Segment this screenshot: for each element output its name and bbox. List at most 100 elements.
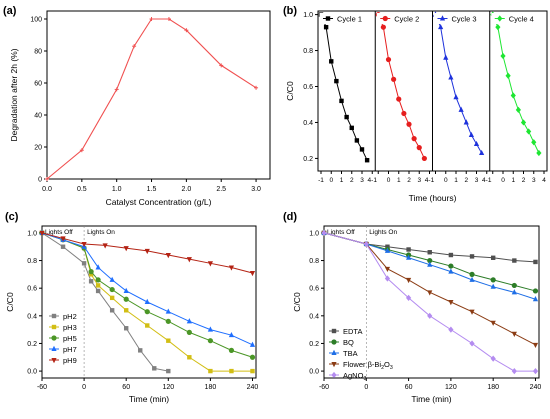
y-axis-label: C/C0 <box>285 81 295 101</box>
data-point <box>490 283 496 289</box>
data-point <box>138 348 143 353</box>
x-axis-label: Time (hours) <box>409 193 457 203</box>
y-tick-label: 0.2 <box>309 341 319 348</box>
legend-label: Cycle 1 <box>337 15 362 24</box>
y-tick-label: 1.0 <box>303 12 313 19</box>
data-point <box>102 243 108 249</box>
legend-marker <box>51 358 57 364</box>
y-tick-label: 0.0 <box>27 369 37 376</box>
legend-label: Flower β-Bi2O3 <box>343 360 393 371</box>
data-point <box>427 250 432 255</box>
y-tick-label: 0.4 <box>309 313 319 320</box>
y-tick-label: 100 <box>30 17 42 24</box>
data-point <box>95 277 101 283</box>
data-point <box>165 253 171 259</box>
plot-frame <box>323 225 540 379</box>
data-point <box>411 136 417 142</box>
data-point <box>396 96 402 102</box>
x-tick-label: 0.0 <box>42 186 52 193</box>
y-tick-label: 0.6 <box>309 286 319 293</box>
legend-label: pH3 <box>63 323 77 332</box>
data-point <box>512 258 517 263</box>
data-point <box>448 252 454 258</box>
y-tick-label: 80 <box>34 49 42 56</box>
data-point <box>520 119 527 126</box>
data-point <box>359 147 365 152</box>
x-tick-label: 4 <box>542 177 546 184</box>
y-axis-label: C/C0 <box>292 292 302 312</box>
data-point <box>469 340 475 347</box>
data-point <box>329 59 334 64</box>
data-point <box>490 277 496 283</box>
legend-box <box>319 13 374 24</box>
data-point <box>88 272 94 277</box>
x-tick-label: 0 <box>387 177 391 184</box>
legend-marker <box>325 16 331 21</box>
y-tick-label: 0.8 <box>27 258 37 265</box>
data-point <box>354 138 360 143</box>
panel-label: (d) <box>283 211 297 223</box>
data-point <box>401 110 407 117</box>
data-point <box>448 74 454 80</box>
data-point <box>427 261 433 267</box>
series-line <box>377 14 425 159</box>
data-point <box>526 128 532 135</box>
data-point <box>81 261 87 266</box>
data-point <box>500 52 506 60</box>
legend-marker <box>439 15 446 21</box>
legend-label: Cycle 2 <box>394 15 419 24</box>
x-tick-label: 60 <box>405 384 413 391</box>
x-tick-label: -60 <box>319 384 329 391</box>
data-point <box>453 94 459 100</box>
data-point <box>144 298 150 304</box>
x-tick-label: -60 <box>37 384 47 391</box>
data-point <box>438 23 444 30</box>
y-tick-label: 0.8 <box>309 258 319 265</box>
data-point <box>123 287 129 293</box>
y-tick-label: 60 <box>34 81 42 88</box>
y-tick-label: 0.6 <box>303 84 313 91</box>
data-point <box>364 158 370 163</box>
data-point <box>511 367 517 375</box>
data-point <box>339 98 344 104</box>
annotation-lights-on: Lights On <box>87 229 115 236</box>
data-point <box>321 229 327 237</box>
x-tick-label: 0.5 <box>77 186 87 193</box>
data-point <box>427 290 433 296</box>
data-point <box>511 331 517 337</box>
series-line <box>41 232 169 372</box>
data-point <box>469 271 475 277</box>
x-tick-label: 0 <box>82 384 86 391</box>
data-point <box>349 125 354 131</box>
data-point <box>448 268 454 274</box>
legend-marker <box>51 335 57 341</box>
x-tick-label: 240 <box>530 384 542 391</box>
x-tick-label: 180 <box>205 384 217 391</box>
data-point <box>249 354 256 360</box>
data-point <box>406 247 411 252</box>
x-tick-label: 1.5 <box>147 186 157 193</box>
data-point <box>166 368 171 374</box>
data-point <box>60 244 66 249</box>
annotation-lights-on: Lights On <box>369 229 397 236</box>
y-tick-label: 0.4 <box>27 313 37 320</box>
legend-marker <box>331 362 337 368</box>
x-tick-label: 0 <box>364 384 368 391</box>
legend-box <box>491 13 546 24</box>
data-point <box>490 255 496 260</box>
legend-label: pH7 <box>63 345 77 354</box>
y-tick-label: 0.2 <box>303 156 313 163</box>
data-point <box>405 254 412 260</box>
series-line <box>320 14 368 161</box>
plot-frame <box>41 225 257 379</box>
data-point <box>165 318 171 324</box>
legend-label: Cycle 4 <box>509 15 534 24</box>
y-axis-label: Degradation after 2h (%) <box>9 48 19 141</box>
x-tick-label: 2 <box>464 177 468 184</box>
data-point <box>448 300 454 306</box>
data-point <box>95 288 101 294</box>
data-point <box>427 257 433 264</box>
data-point <box>490 320 496 326</box>
